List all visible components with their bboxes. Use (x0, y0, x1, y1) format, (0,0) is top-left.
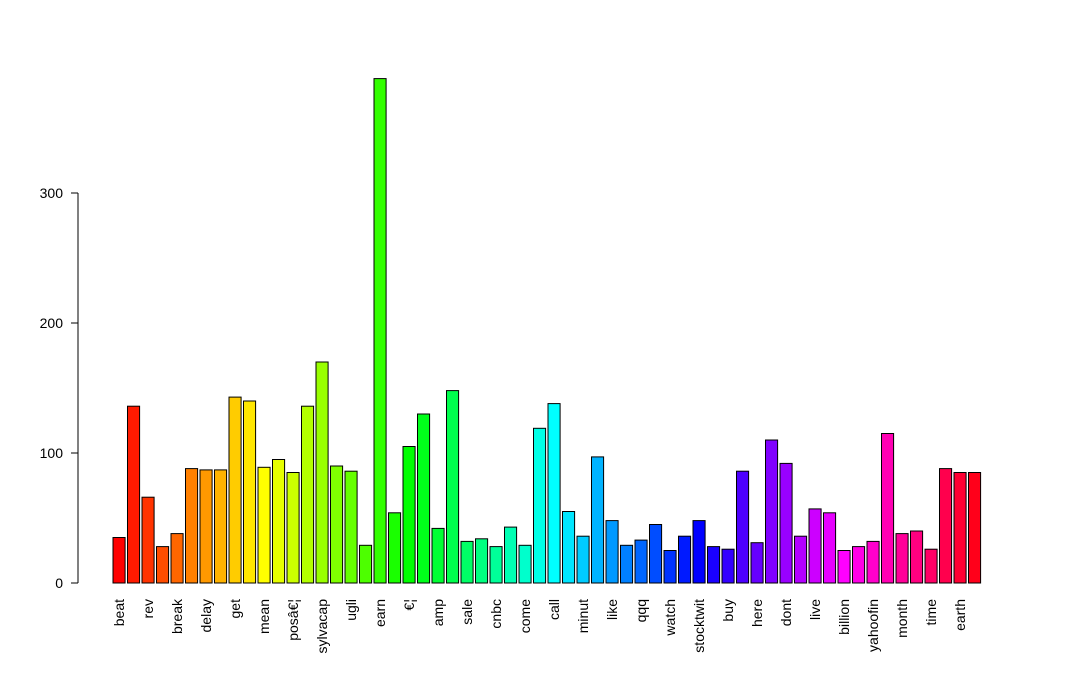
bar (344, 470, 358, 584)
x-tick-label: sale (459, 599, 475, 625)
bar (243, 400, 257, 584)
bar (272, 459, 286, 584)
bar (823, 512, 837, 584)
bar (518, 544, 532, 584)
x-tick-label: break (169, 598, 185, 634)
bar (649, 524, 663, 584)
x-tick-label: billion (836, 599, 852, 635)
bar (489, 546, 503, 584)
bars-group (112, 78, 982, 584)
bar (156, 546, 170, 584)
bar (692, 520, 706, 584)
bar (736, 470, 750, 584)
bar (750, 542, 764, 584)
bar (257, 466, 271, 584)
bar (663, 550, 677, 584)
x-tick-label: cnbc (488, 599, 504, 629)
bar (214, 469, 228, 584)
bar (591, 456, 605, 584)
x-tick-label: sylvacap (314, 599, 330, 654)
bar (460, 540, 474, 584)
bar (199, 469, 213, 584)
y-tick-label: 100 (40, 445, 64, 461)
x-tick-label: live (807, 599, 823, 620)
x-tick-label: qqq (633, 599, 649, 622)
x-tick-label: minut (575, 599, 591, 633)
x-tick-label: dont (778, 599, 794, 626)
bar (779, 462, 793, 584)
bar (446, 390, 460, 584)
bar (765, 439, 779, 584)
bar (953, 472, 967, 584)
x-tick-label: posâ€¦ (285, 599, 301, 641)
bar (707, 546, 721, 584)
bar (881, 433, 895, 584)
x-tick-label: amp (430, 599, 446, 626)
x-tick-label: ugli (343, 599, 359, 621)
bar (315, 361, 329, 584)
bar (721, 548, 735, 584)
x-tick-label: €¦ (401, 599, 417, 610)
bar (533, 427, 547, 584)
x-tick-label: come (517, 599, 533, 633)
x-tick-label: earn (372, 599, 388, 627)
bar (968, 472, 982, 584)
bar (939, 468, 953, 584)
bar (547, 403, 561, 584)
bar (794, 535, 808, 584)
bar (634, 539, 648, 584)
x-tick-label: watch (662, 599, 678, 637)
x-tick-label: month (894, 599, 910, 638)
bar (359, 544, 373, 584)
bar (330, 465, 344, 584)
bar (228, 396, 242, 584)
x-tick-label: call (546, 599, 562, 620)
bar (605, 520, 619, 584)
bar (373, 78, 387, 584)
x-tick-label: rev (140, 599, 156, 618)
bar (837, 550, 851, 584)
y-axis: 0 100 200 300 (40, 185, 79, 591)
bar (852, 546, 866, 584)
x-tick-label: here (749, 599, 765, 627)
bar (678, 535, 692, 584)
x-tick-label: mean (256, 599, 272, 634)
bar (475, 538, 489, 584)
x-tick-label: beat (111, 599, 127, 626)
x-tick-label: yahoofin (865, 599, 881, 652)
bar (910, 530, 924, 584)
bar (301, 405, 315, 584)
bar (388, 512, 402, 584)
x-tick-label: buy (720, 599, 736, 622)
x-tick-label: time (923, 599, 939, 626)
bar (620, 544, 634, 584)
y-tick-label: 200 (40, 315, 64, 331)
x-tick-label: like (604, 599, 620, 620)
bar (431, 527, 445, 584)
bar (170, 533, 184, 584)
bar (185, 468, 199, 584)
bar (576, 535, 590, 584)
bar (112, 537, 126, 584)
bar (866, 540, 880, 584)
bar (504, 526, 518, 584)
y-tick-label: 300 (40, 185, 64, 201)
bar (808, 508, 822, 584)
bar (286, 472, 300, 584)
bar (417, 413, 431, 584)
bar (127, 405, 141, 584)
bar (924, 548, 938, 584)
x-tick-label: get (227, 599, 243, 619)
x-tick-label: delay (198, 599, 214, 632)
y-tick-label: 0 (55, 575, 63, 591)
bar (141, 496, 155, 584)
x-tick-label: earth (952, 599, 968, 631)
bar (562, 511, 576, 584)
x-tick-label: stocktwit (691, 599, 707, 653)
bar (895, 533, 909, 584)
bar (402, 446, 416, 584)
x-axis-labels: beat rev break delay get mean posâ€¦ sylvacap ug… (111, 598, 968, 653)
